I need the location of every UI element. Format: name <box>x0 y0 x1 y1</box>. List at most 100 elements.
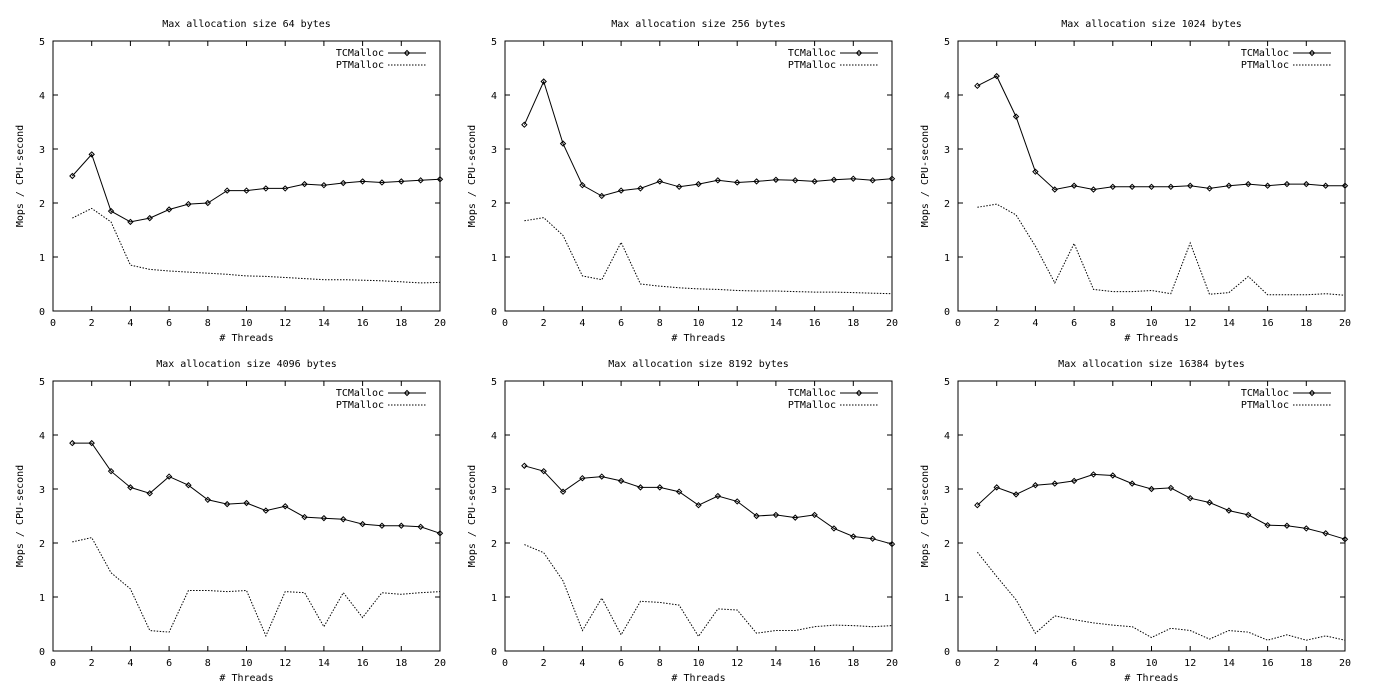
legend-label-ptmalloc: PTMalloc <box>1241 60 1289 71</box>
data-point <box>617 477 625 485</box>
y-tick-label: 5 <box>491 37 497 48</box>
x-tick-label: 4 <box>127 658 133 669</box>
data-point <box>436 530 444 537</box>
series-line-ptmalloc <box>524 544 893 638</box>
data-point <box>243 187 250 194</box>
x-axis-label: # Threads <box>219 673 273 684</box>
data-point <box>1032 482 1039 489</box>
y-tick-label: 5 <box>491 377 497 388</box>
data-point <box>398 522 405 529</box>
x-axis-label: # Threads <box>1124 673 1178 684</box>
data-point <box>1225 507 1233 514</box>
x-tick-label: 8 <box>205 658 211 669</box>
data-point <box>850 175 857 182</box>
x-tick-label: 6 <box>618 318 624 329</box>
data-point <box>1090 186 1097 193</box>
y-axis-label: Mops / CPU-second <box>467 125 478 227</box>
plot-frame <box>52 380 441 652</box>
data-point <box>675 183 683 191</box>
x-tick-label: 16 <box>1262 658 1274 669</box>
data-point <box>320 181 328 189</box>
data-point <box>165 206 173 213</box>
data-point <box>1186 494 1194 502</box>
data-point <box>1303 180 1310 188</box>
data-point <box>792 514 799 521</box>
data-point <box>850 533 857 540</box>
y-tick-label: 0 <box>39 647 45 658</box>
x-tick-label: 6 <box>1071 658 1077 669</box>
data-point <box>243 499 250 507</box>
y-axis-label: Mops / CPU-second <box>920 465 931 567</box>
data-point <box>1264 182 1271 189</box>
x-tick-label: 8 <box>1110 318 1116 329</box>
y-tick-label: 2 <box>944 199 950 210</box>
series-line-tcmalloc <box>524 465 893 545</box>
data-point <box>1322 530 1329 537</box>
y-tick-label: 2 <box>39 539 45 550</box>
x-tick-label: 20 <box>1339 318 1351 329</box>
y-tick-label: 1 <box>491 253 497 264</box>
legend-label-tcmalloc: TCMalloc <box>1241 48 1289 59</box>
data-point <box>733 179 741 186</box>
data-point <box>146 214 153 222</box>
data-point <box>69 439 76 447</box>
data-point <box>521 462 528 469</box>
x-tick-label: 20 <box>434 658 446 669</box>
data-point <box>1128 183 1136 191</box>
data-point <box>359 178 366 185</box>
data-point <box>521 121 528 128</box>
data-point <box>281 185 289 192</box>
x-tick-label: 2 <box>89 318 95 329</box>
data-point <box>417 177 424 184</box>
data-point <box>107 207 115 215</box>
data-point <box>1148 183 1155 191</box>
data-point <box>1032 168 1039 175</box>
data-point <box>1303 525 1310 532</box>
legend-label-ptmalloc: PTMalloc <box>788 60 836 71</box>
data-point <box>714 177 722 184</box>
y-axis-label: Mops / CPU-second <box>920 125 931 227</box>
legend-marker <box>403 389 411 397</box>
chart-title: Max allocation size 256 bytes <box>611 19 786 30</box>
legend-label-tcmalloc: TCMalloc <box>336 48 384 59</box>
x-tick-label: 8 <box>205 318 211 329</box>
data-point <box>1012 491 1020 498</box>
x-tick-label: 20 <box>1339 658 1351 669</box>
legend-marker <box>403 49 411 57</box>
data-point <box>830 176 838 183</box>
data-point <box>579 474 586 482</box>
x-tick-label: 16 <box>1262 318 1274 329</box>
x-tick-label: 12 <box>731 318 743 329</box>
y-axis-label: Mops / CPU-second <box>15 465 26 567</box>
plot-frame <box>504 40 893 312</box>
x-tick-label: 0 <box>955 658 961 669</box>
x-tick-label: 18 <box>1300 658 1312 669</box>
x-tick-label: 10 <box>1145 658 1157 669</box>
x-tick-label: 12 <box>279 318 291 329</box>
x-tick-label: 14 <box>318 658 330 669</box>
y-tick-label: 2 <box>944 539 950 550</box>
data-point <box>656 178 664 185</box>
x-tick-label: 0 <box>50 658 56 669</box>
data-point <box>598 473 605 480</box>
legend-label-ptmalloc: PTMalloc <box>336 400 384 411</box>
x-tick-label: 6 <box>1071 318 1077 329</box>
x-tick-label: 18 <box>395 318 407 329</box>
x-tick-label: 0 <box>502 318 508 329</box>
y-tick-label: 3 <box>944 485 950 496</box>
x-tick-label: 8 <box>657 318 663 329</box>
y-axis-label: Mops / CPU-second <box>15 125 26 227</box>
x-tick-label: 16 <box>357 318 369 329</box>
data-point <box>974 501 981 509</box>
y-tick-label: 0 <box>944 307 950 318</box>
x-tick-label: 14 <box>770 318 782 329</box>
x-tick-label: 20 <box>434 318 446 329</box>
legend-marker <box>855 49 863 57</box>
data-point <box>559 488 567 495</box>
data-point <box>340 179 347 187</box>
data-point <box>88 151 95 158</box>
y-tick-label: 0 <box>39 307 45 318</box>
series-line-tcmalloc <box>977 473 1346 540</box>
